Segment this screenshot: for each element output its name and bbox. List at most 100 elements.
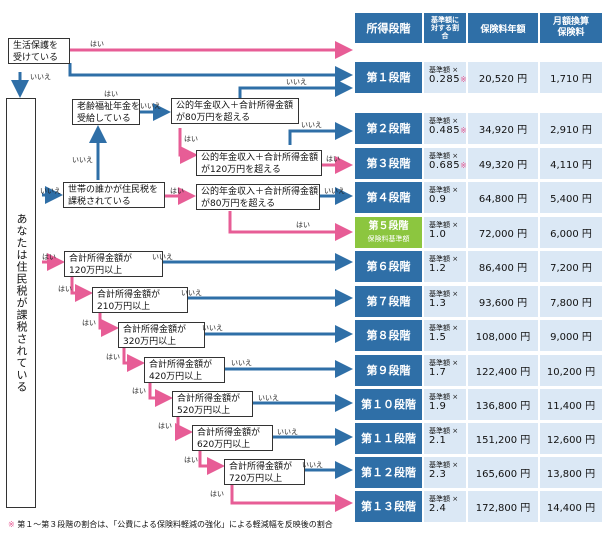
ratio-prefix: 基準額 ×: [429, 117, 459, 125]
ratio-value: 1.0: [429, 229, 447, 240]
ratio-prefix: 基準額 ×: [429, 461, 459, 469]
stage-name: 第２段階: [366, 121, 411, 135]
footnote: ※ 第１～第３段階の割合は、「公費による保険料軽減の強化」による軽減幅を反映後の…: [8, 519, 333, 530]
stage-name: 第４段階: [366, 190, 411, 204]
no-label: いいえ: [202, 324, 223, 332]
annual-premium: 151,200 円: [468, 423, 538, 454]
income-720-node: 合計所得金額が 720万円以上: [224, 459, 305, 485]
yes-label: はい: [184, 456, 198, 464]
income-120-node: 合計所得金額が 120万円以上: [64, 251, 163, 277]
monthly-premium: 11,400 円: [540, 389, 602, 420]
ratio-value: 0.9: [429, 194, 447, 205]
ratio-cell: 基準額 × 0.685※: [424, 148, 467, 179]
taxed-node: あなたは住民税が課税されている: [6, 98, 36, 508]
ratio-cell: 基準額 × 2.1: [424, 423, 466, 454]
ratio-prefix: 基準額 ×: [429, 359, 459, 367]
stage-label: 第９段階: [355, 355, 422, 386]
stage-label: 第１３段階: [355, 491, 422, 522]
no-label: いいえ: [258, 394, 279, 402]
stage-label: 第１段階: [355, 62, 422, 93]
stage-name: 第９段階: [366, 363, 411, 377]
ratio-cell: 基準額 × 2.3: [424, 457, 466, 488]
ratio-value: 1.5: [429, 332, 447, 343]
annual-premium: 72,000 円: [468, 217, 538, 248]
stage-name: 第１３段階: [361, 499, 416, 513]
yes-label: はい: [132, 387, 146, 395]
ratio-prefix: 基準額 ×: [429, 221, 459, 229]
stage-label: 第４段階: [355, 182, 422, 213]
pension-80-a-node: 公的年金収入＋合計所得金額 が80万円を超える: [171, 98, 299, 124]
monthly-premium: 10,200 円: [540, 355, 602, 386]
household-taxed-node: 世帯の誰かが住民税を 課税されている: [63, 182, 165, 208]
stage-name: 第１０段階: [361, 397, 416, 411]
yes-label: はい: [326, 155, 340, 163]
footnote-text: 第１～第３段階の割合は、「公費による保険料軽減の強化」による軽減幅を反映後の割合: [17, 520, 333, 529]
yes-label: はい: [170, 187, 184, 195]
yes-label: はい: [158, 422, 172, 430]
ratio-cell: 基準額 × 1.9: [424, 389, 466, 420]
ratio-cell: 基準額 × 0.285※: [424, 62, 467, 93]
header-stage: 所得段階: [355, 13, 422, 43]
pension-80-b-node: 公的年金収入＋合計所得金額 が80万円を超える: [196, 184, 320, 210]
ratio-note: ※: [460, 75, 467, 84]
monthly-premium: 5,400 円: [540, 182, 602, 213]
ratio-cell: 基準額 × 1.5: [424, 320, 466, 351]
yes-label: はい: [42, 253, 56, 261]
ratio-prefix: 基準額 ×: [429, 255, 459, 263]
yes-label: はい: [296, 221, 310, 229]
income-320-node: 合計所得金額が 320万円以上: [118, 322, 205, 348]
annual-premium: 49,320 円: [468, 148, 538, 179]
no-label: いいえ: [286, 78, 307, 86]
stage-name: 第１１段階: [361, 431, 416, 445]
annual-premium: 108,000 円: [468, 320, 538, 351]
yes-label: はい: [210, 490, 224, 498]
no-label: いいえ: [30, 73, 51, 81]
stage-label: 第１０段階: [355, 389, 422, 420]
annual-premium: 165,600 円: [468, 457, 538, 488]
ratio-value: 1.7: [429, 367, 447, 378]
yes-label: はい: [184, 135, 198, 143]
no-label: いいえ: [152, 253, 173, 261]
annual-premium: 93,600 円: [468, 286, 538, 317]
yes-label: はい: [90, 40, 104, 48]
ratio-prefix: 基準額 ×: [429, 393, 459, 401]
annual-premium: 122,400 円: [468, 355, 538, 386]
header-annual: 保険料年額: [468, 13, 538, 43]
stage-label: 第５段階 保険料基準額: [355, 217, 422, 248]
ratio-cell: 基準額 × 0.485※: [424, 113, 467, 144]
income-620-node: 合計所得金額が 620万円以上: [192, 425, 273, 451]
no-label: いいえ: [40, 187, 61, 195]
no-label: いいえ: [140, 102, 161, 110]
ratio-prefix: 基準額 ×: [429, 324, 459, 332]
monthly-premium: 14,400 円: [540, 491, 602, 522]
ratio-value: 1.3: [429, 298, 447, 309]
monthly-premium: 7,200 円: [540, 251, 602, 282]
stage-label: 第７段階: [355, 286, 422, 317]
stage-sub: 保険料基準額: [367, 234, 410, 243]
ratio-cell: 基準額 × 1.0: [424, 217, 466, 248]
ratio-value: 0.485: [429, 125, 461, 136]
ratio-value: 1.9: [429, 401, 447, 412]
stage-name: 第１２段階: [361, 465, 416, 479]
monthly-premium: 1,710 円: [540, 62, 602, 93]
income-420-node: 合計所得金額が 420万円以上: [144, 357, 225, 383]
ratio-value: 2.1: [429, 435, 447, 446]
ratio-prefix: 基準額 ×: [429, 186, 459, 194]
ratio-prefix: 基準額 ×: [429, 66, 459, 74]
ratio-cell: 基準額 × 0.9: [424, 182, 466, 213]
ratio-value: 1.2: [429, 263, 447, 274]
monthly-premium: 4,110 円: [540, 148, 602, 179]
ratio-note: ※: [460, 161, 467, 170]
annual-premium: 20,520 円: [468, 62, 538, 93]
ratio-value: 2.4: [429, 503, 447, 514]
no-label: いいえ: [324, 187, 345, 195]
ratio-cell: 基準額 × 1.7: [424, 355, 466, 386]
welfare-node: 生活保護を 受けている: [8, 38, 70, 64]
monthly-premium: 13,800 円: [540, 457, 602, 488]
stage-name: 第３段階: [366, 156, 411, 170]
ratio-prefix: 基準額 ×: [429, 427, 459, 435]
ratio-prefix: 基準額 ×: [429, 290, 459, 298]
elderly-pension-node: 老齢福祉年金を 受給している: [72, 99, 140, 125]
income-520-node: 合計所得金額が 520万円以上: [172, 391, 253, 417]
pension-120-node: 公的年金収入＋合計所得金額 が120万円を超える: [196, 150, 322, 176]
